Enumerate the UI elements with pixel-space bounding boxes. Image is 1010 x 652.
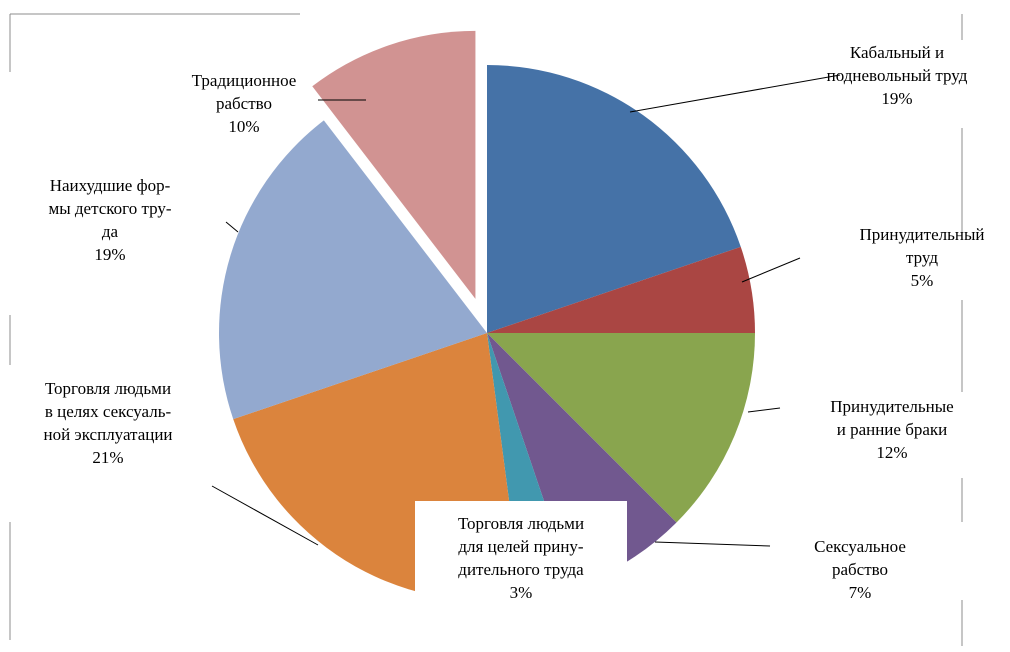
slice-label-line: Принудительные — [830, 397, 953, 416]
slice-value-label: 19% — [881, 89, 912, 108]
label-box-trafficking_forced — [415, 501, 627, 607]
slice-label-line: труд — [906, 248, 938, 267]
slice-labels: Кабальный и подневольный труд 19% Принудите… — [43, 43, 984, 607]
pie-slice-bonded — [487, 65, 741, 333]
leader-line-forced — [741, 257, 801, 283]
slice-label-line: для целей прину- — [458, 537, 584, 556]
slice-label-child_labour: Наихудшие фор-мы детского тру-да 19% — [48, 176, 171, 264]
slice-value-label: 5% — [911, 271, 934, 290]
pie-slice-forced — [487, 246, 755, 333]
slice-value-label: 19% — [94, 245, 125, 264]
slice-label-traditional: Традиционное рабство 10% — [192, 71, 297, 136]
slice-value-label: 3% — [510, 583, 533, 602]
slice-label-trafficking_sexual: Торговля людьми в целях сексуаль-ной эксп… — [43, 379, 172, 467]
slice-label-line: мы детского тру- — [48, 199, 171, 218]
leader-line-trafficking_sexual — [211, 485, 319, 546]
slice-label-line: Принудительный — [860, 225, 985, 244]
slice-label-marriage: Принудительные и ранние браки 12% — [830, 397, 953, 462]
leader-line-bonded — [629, 74, 841, 113]
slice-label-sexual: Сексуальное рабство 7% — [814, 537, 906, 602]
pie-slice-sexual — [487, 333, 677, 587]
slice-label-line: дительного труда — [458, 560, 584, 579]
slice-label-line: да — [102, 222, 119, 241]
slice-label-line: в целях сексуаль- — [45, 402, 172, 421]
slice-label-line: и ранние браки — [837, 420, 948, 439]
pie-slice-marriage — [487, 333, 755, 523]
pie-slice-child_labour — [218, 120, 487, 420]
frame-lines — [9, 13, 963, 646]
slice-label-line: Наихудшие фор- — [50, 176, 171, 195]
slice-label-line: Торговля людьми — [458, 514, 584, 533]
slice-label-line: Традиционное — [192, 71, 297, 90]
leader-line-child_labour — [225, 221, 239, 233]
slice-value-label: 10% — [228, 117, 259, 136]
slice-label-line: ной эксплуатации — [43, 425, 172, 444]
leader-line-sexual — [654, 541, 771, 547]
leader-line-marriage — [747, 407, 781, 413]
slice-label-line: Кабальный и — [850, 43, 944, 62]
slice-label-bonded: Кабальный и подневольный труд 19% — [827, 43, 968, 108]
pie-slices — [218, 30, 755, 602]
slice-label-line: подневольный труд — [827, 66, 968, 85]
slice-value-label: 7% — [849, 583, 872, 602]
slice-label-forced: Принудительный труд 5% — [860, 225, 985, 290]
slice-label-line: рабство — [216, 94, 272, 113]
slice-label-line: Сексуальное — [814, 537, 906, 556]
slice-label-line: рабство — [832, 560, 888, 579]
slice-label-trafficking_forced: Торговля людьми для целей прину-дительног… — [458, 514, 584, 602]
slice-value-label: 12% — [876, 443, 907, 462]
slice-label-line: Торговля людьми — [45, 379, 171, 398]
slice-value-label: 21% — [92, 448, 123, 467]
leader-lines — [211, 74, 841, 547]
pie-slice-traditional — [312, 30, 476, 299]
